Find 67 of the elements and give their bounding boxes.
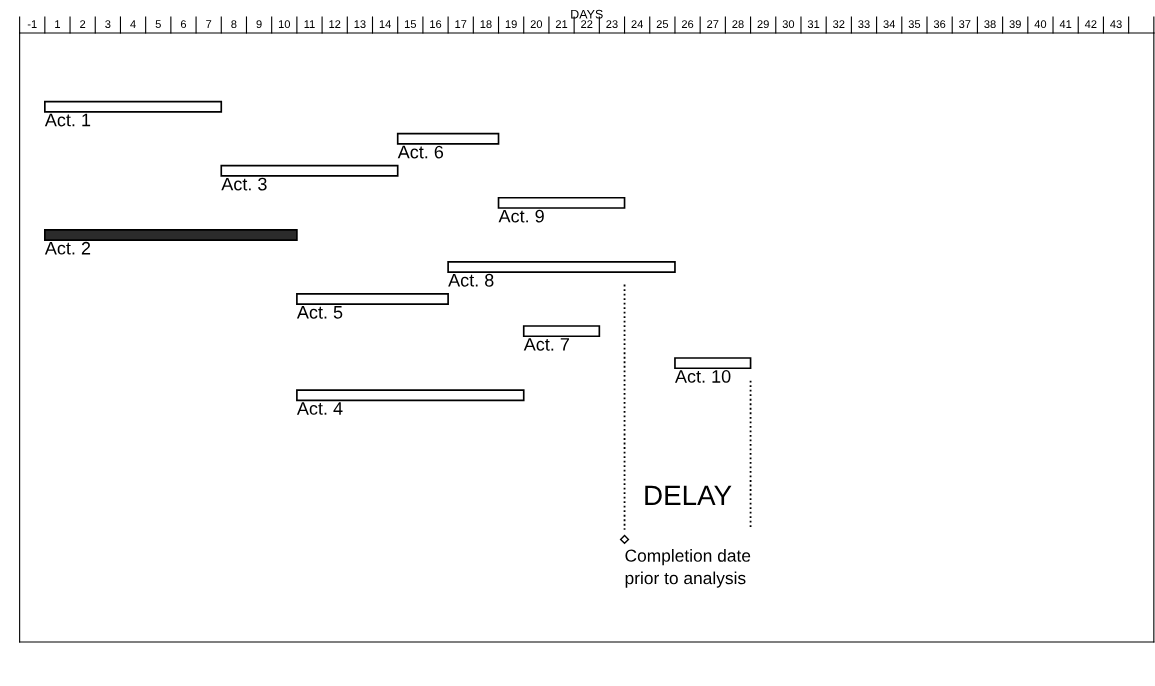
bar	[296, 293, 449, 306]
bar	[220, 164, 399, 177]
x-tick-label: 21	[555, 20, 568, 28]
x-tick-label: 39	[1009, 20, 1021, 29]
text: DELAY	[645, 485, 732, 505]
x-tick-label: 29	[757, 20, 769, 29]
x-tick-label: 38	[984, 20, 996, 29]
bar	[497, 196, 626, 209]
x-tick-label: 5	[155, 20, 161, 29]
x-axis-title: DAYS	[571, 9, 603, 19]
x-tick-label: 4	[130, 20, 136, 28]
x-tick-label: 15	[404, 20, 417, 29]
x-tick-label: 31	[807, 20, 820, 29]
x-tick-label: 33	[858, 20, 870, 29]
x-tick-label: 20	[530, 20, 543, 29]
x-tick-label: 1	[55, 20, 60, 28]
x-tick-label: 12	[329, 20, 341, 28]
bar	[44, 228, 298, 241]
x-tick-label: 3	[105, 20, 111, 29]
x-tick-label: 11	[304, 20, 315, 28]
x-tick-label: 19	[505, 20, 517, 29]
x-tick-label: 7	[206, 20, 212, 28]
x-tick-label: 6	[180, 20, 187, 29]
x-tick-label: 18	[480, 20, 492, 29]
annotation: Act. 8	[448, 273, 494, 287]
bar	[396, 132, 500, 145]
annotation: Act. 6	[397, 145, 444, 159]
x-tick-label: 9	[256, 20, 262, 29]
x-tick-label: 28	[732, 20, 744, 29]
x-tick-label: 14	[379, 20, 391, 28]
legend-label: Completion date prior to analysis	[625, 549, 751, 588]
x-tick-label: 43	[1110, 20, 1122, 29]
annotation: Act. 3	[221, 177, 267, 191]
x-tick-label: 24	[631, 20, 643, 28]
x-tick-label: 32	[833, 20, 845, 29]
x-tick-label: 27	[707, 20, 719, 28]
x-tick-label: 23	[606, 20, 618, 29]
x-tick-label: 22	[581, 20, 593, 28]
x-tick-label: 8	[231, 20, 237, 29]
annotation: Act. 4	[296, 402, 343, 415]
x-tick-label: 40	[1034, 20, 1047, 29]
x-tick-label: 30	[782, 20, 795, 29]
x-tick-label: 41	[1059, 20, 1072, 28]
x-tick-label: 35	[908, 20, 921, 29]
x-tick-label: 26	[681, 20, 694, 29]
annotation: Act. 2	[44, 241, 91, 255]
x-tick-label: 10	[278, 20, 291, 29]
x-tick-label: 36	[933, 20, 946, 29]
bar	[522, 325, 601, 338]
annotation: Act. 10	[674, 370, 731, 383]
bar	[296, 389, 525, 402]
x-tick-label: 16	[430, 20, 442, 29]
annotation: Act. 1	[44, 113, 91, 127]
bar	[44, 100, 223, 113]
x-tick-label: 42	[1084, 20, 1097, 28]
annotation: Act. 5	[296, 306, 343, 319]
bar	[674, 357, 752, 370]
x-tick-label: 25	[656, 20, 669, 29]
x-tick-label: 34	[883, 20, 896, 29]
bar	[447, 261, 676, 273]
x-tick-label: 13	[354, 20, 366, 29]
x-tick-label: -1	[27, 20, 37, 28]
x-tick-label: 37	[959, 20, 971, 29]
annotation: Act. 7	[523, 338, 569, 351]
annotation: Act. 9	[498, 209, 544, 223]
x-tick-label: 2	[80, 20, 86, 28]
x-tick-label: 17	[455, 20, 467, 28]
